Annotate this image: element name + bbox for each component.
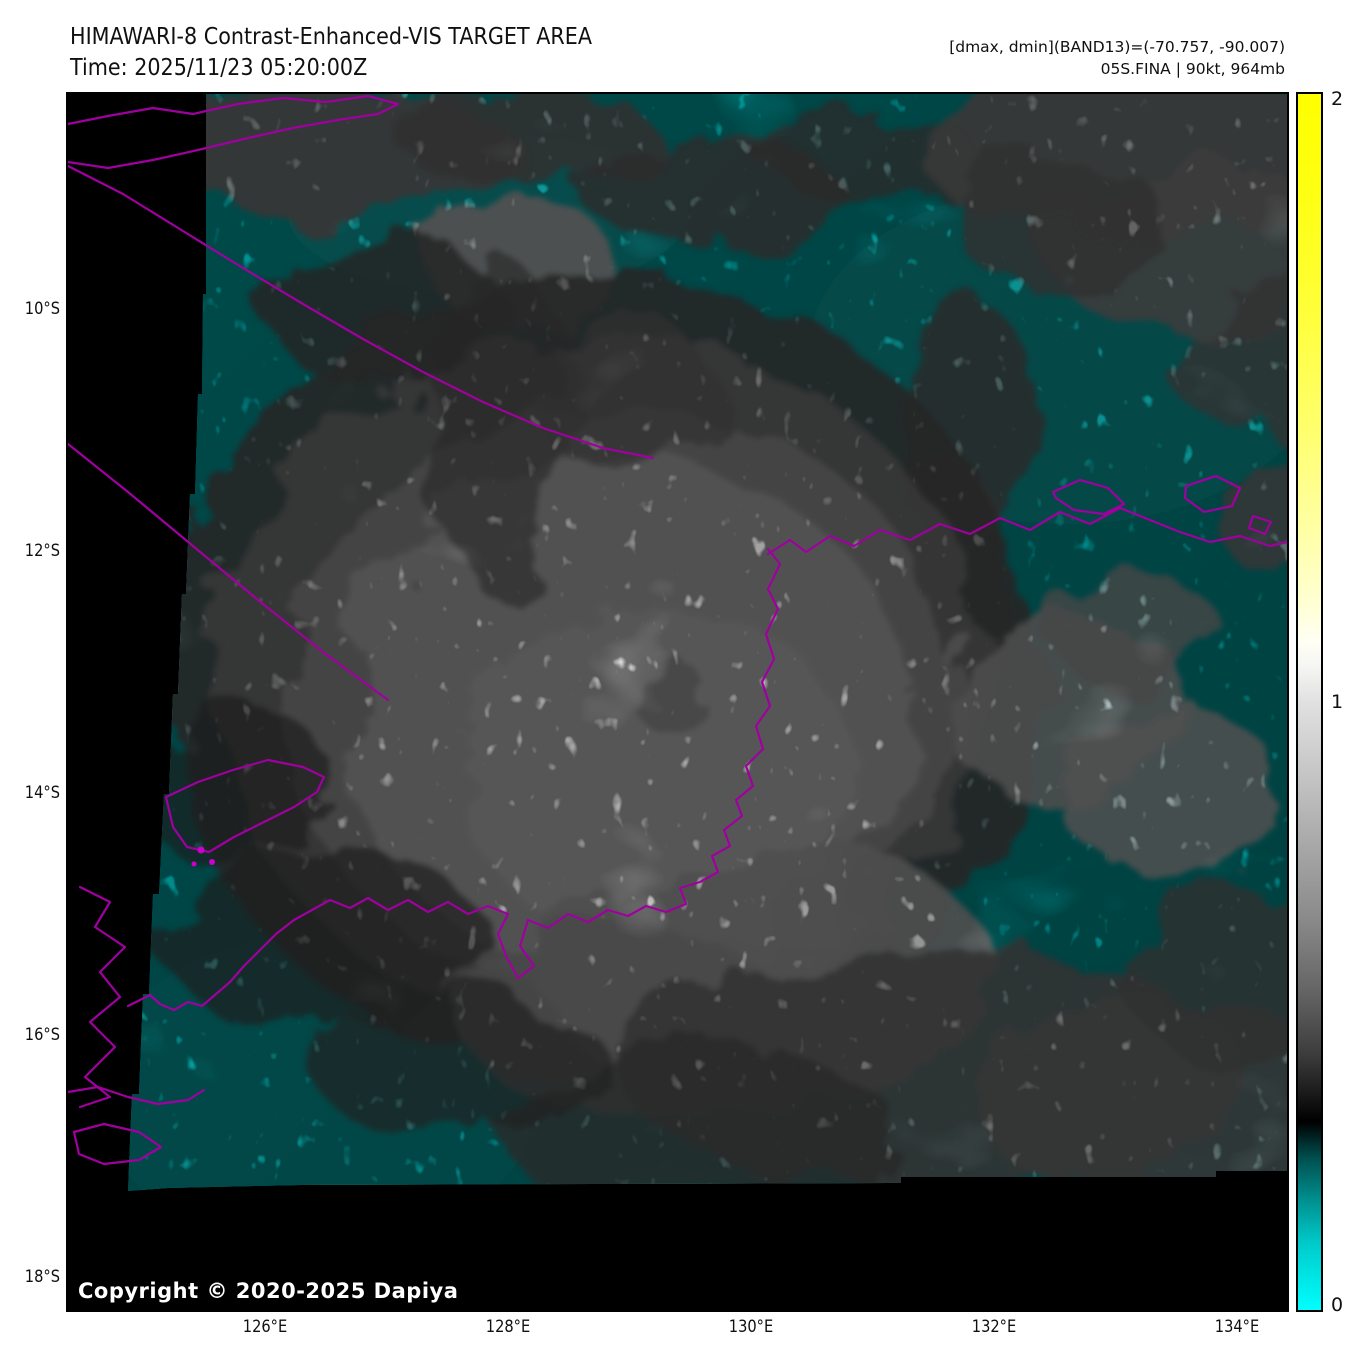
lon-label-134e: 134°E (1214, 1317, 1260, 1337)
lat-label-16s: 16°S (24, 1025, 61, 1045)
colorbar-tick-0: 0 (1331, 1294, 1344, 1316)
lat-label-18s: 18°S (24, 1267, 61, 1287)
colorbar-tick-1: 1 (1331, 691, 1344, 713)
colorbar-tick-2: 2 (1331, 88, 1344, 110)
copyright-notice: Copyright © 2020-2025 Dapiya (78, 1279, 459, 1303)
blotch-noise-layer (128, 94, 1287, 1191)
map-frame (66, 92, 1289, 1312)
satellite-swath (128, 94, 1287, 1191)
satellite-image (68, 94, 1287, 1310)
page-title: HIMAWARI-8 Contrast-Enhanced-VIS TARGET … (70, 24, 593, 50)
lon-label-126e: 126°E (242, 1317, 288, 1337)
lat-label-10s: 10°S (24, 299, 61, 319)
header-block: HIMAWARI-8 Contrast-Enhanced-VIS TARGET … (70, 22, 592, 84)
lon-label-128e: 128°E (485, 1317, 531, 1337)
lon-label-132e: 132°E (971, 1317, 1017, 1337)
lon-label-130e: 130°E (728, 1317, 774, 1337)
timestamp: Time: 2025/11/23 05:20:00Z (70, 55, 368, 81)
coastline-overlay (68, 94, 1287, 1166)
storm-stats: 05S.FINA | 90kt, 964mb (1100, 59, 1285, 78)
colorbar-gradient (1296, 92, 1323, 1312)
band-stats: [dmax, dmin](BAND13)=(-70.757, -90.007) (949, 38, 1285, 56)
lat-label-12s: 12°S (24, 541, 61, 561)
lat-label-14s: 14°S (24, 783, 61, 803)
header-annotations: [dmax, dmin](BAND13)=(-70.757, -90.007) … (949, 37, 1285, 80)
